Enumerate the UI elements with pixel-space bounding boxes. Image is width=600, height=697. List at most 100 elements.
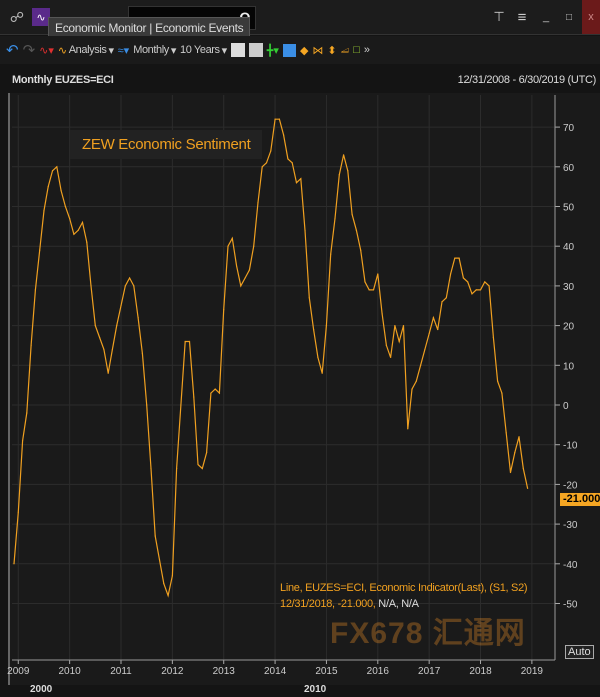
data-point [501,392,503,394]
data-point [295,182,298,184]
data-point [137,317,139,319]
range-select[interactable]: 10 Years ▾ [180,44,227,57]
data-point [163,583,165,585]
x-tick-label: 2009 [7,666,30,677]
x-tick-label: 2018 [469,666,492,677]
y-tick-label: 0 [563,401,569,412]
y-tick-label: -30 [563,520,578,531]
plot-area[interactable] [8,93,600,685]
data-point [377,273,379,275]
data-point [111,348,114,351]
data-point [308,297,310,299]
toolbar: ↶ ↷ ∿▾ ∿ Analysis ▾ ≈▾ Monthly ▾ 10 Years ▾ … [0,36,600,64]
chart-type-icon[interactable] [230,43,245,57]
period-select[interactable]: Monthly ▾ [133,44,177,57]
redo-icon[interactable]: ↷ [22,42,36,59]
link-icon[interactable]: ☍ [9,8,25,25]
data-point [368,289,370,291]
crosshair-icon[interactable]: ╋▾ [266,44,279,57]
data-point [342,154,345,156]
wave-icon[interactable]: ≈▾ [117,44,130,57]
data-point [317,356,319,358]
x-tick-label: 2012 [161,666,184,677]
data-point [283,134,285,136]
data-point [304,229,306,231]
data-point [402,325,405,327]
maximize-button[interactable]: □ [565,11,573,23]
decade-label-2000: 2000 [30,684,53,695]
data-point [497,380,499,382]
legend-value: 12/31/2018, -21.000, [280,598,376,610]
analysis-menu[interactable]: ∿ Analysis ▾ [57,44,114,57]
data-point [313,328,315,331]
line-style-icon[interactable]: ∿▾ [39,44,54,57]
data-point [158,559,161,561]
data-point [509,471,512,474]
auto-scale-button[interactable]: Auto [565,645,594,659]
app-chart-icon[interactable]: ∿ [32,8,50,26]
zoom-box-icon[interactable] [282,43,296,57]
data-point [479,289,482,291]
y-tick-label: 60 [563,163,575,174]
data-point [471,293,473,295]
data-point [56,166,58,168]
data-point [206,452,208,454]
data-point [128,277,131,279]
data-point [253,245,255,247]
chart-style-icon[interactable] [248,43,263,57]
data-point [150,467,152,470]
data-point [30,344,32,347]
y-tick-label: -20 [563,480,578,491]
data-point [287,158,289,160]
data-point [64,205,66,208]
chart-annotation: ZEW Economic Sentiment [70,130,263,159]
data-point [325,325,328,327]
y-tick-label: 30 [563,282,575,293]
data-point [458,257,460,259]
data-point [261,166,263,168]
data-point [43,209,45,212]
data-point [51,170,54,172]
data-point [141,352,143,354]
chart-header: Monthly EUZES=ECI 12/31/2008 - 6/30/2019… [8,70,600,90]
data-point [69,217,71,220]
data-point [449,273,452,275]
expand-vertical-icon[interactable]: ⬍ [327,44,337,57]
data-point [338,174,340,176]
x-tick-label: 2010 [59,666,82,677]
data-point [99,336,101,339]
data-point [77,229,79,231]
data-point [505,432,507,434]
close-button[interactable]: x [582,0,600,34]
data-point [274,118,276,120]
data-point [522,467,524,470]
data-point [278,118,280,120]
y-tick-label: 50 [563,203,575,214]
more-icon[interactable]: » [363,44,370,56]
x-tick-label: 2016 [367,666,390,677]
tree-icon[interactable]: ⊤ [493,9,505,24]
data-point [167,594,169,597]
data-point [514,452,516,454]
data-point [193,396,195,398]
legend: Line, EUZES=ECI, Economic Indicator(Last… [280,580,528,612]
data-point [257,201,259,204]
expand-horizontal-icon[interactable]: ◆ [299,44,309,57]
data-point [60,190,62,192]
select-icon[interactable]: □ [353,44,360,56]
y-tick-label: 40 [563,242,575,253]
data-point [488,285,490,287]
data-point [21,440,24,442]
minimize-button[interactable]: _ [542,11,550,23]
data-point [330,253,332,255]
menu-icon[interactable]: ≡ [517,8,527,26]
shrink-horizontal-icon[interactable]: ⋈ [312,44,324,57]
undo-icon[interactable]: ↶ [6,42,19,59]
analysis-label: Analysis [68,44,107,56]
decade-label-2010: 2010 [304,684,327,695]
data-point [437,328,439,331]
data-point [103,348,105,351]
data-point [390,356,392,358]
shrink-vertical-icon[interactable]: ⧡ [340,43,350,56]
